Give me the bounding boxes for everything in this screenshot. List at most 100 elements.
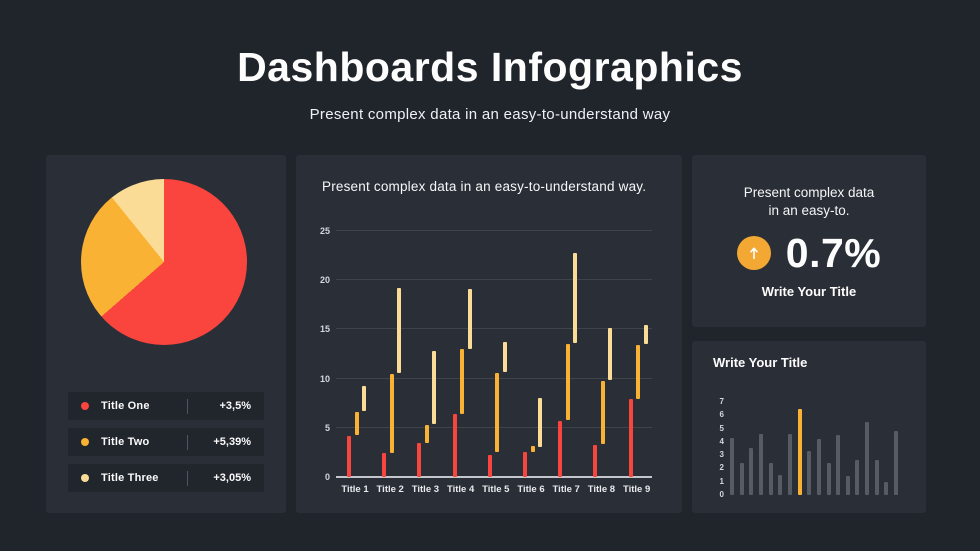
mini-y-tick-label: 4 (719, 436, 724, 446)
range-bar-amber (354, 412, 359, 435)
mini-bar (894, 431, 899, 495)
range-bar-cream (608, 328, 613, 380)
range-bar-cream (573, 252, 578, 344)
mini-y-tick-label: 3 (719, 450, 724, 460)
legend-divider (187, 434, 188, 450)
mini-bar (855, 460, 860, 495)
kpi-description: Present complex data in an easy-to. (692, 184, 926, 220)
mini-bar (730, 437, 734, 495)
mini-chart-title: Write Your Title (713, 355, 808, 370)
range-bar-red (487, 455, 492, 477)
legend-label: Title Three (101, 472, 159, 484)
range-bar-red (417, 442, 422, 477)
arrow-up-badge (736, 236, 771, 270)
mini-bar (816, 439, 821, 495)
y-tick-label: 5 (324, 422, 330, 433)
x-tick-label: Title 2 (376, 484, 404, 495)
slide-header: Dashboards Infographics Present complex … (0, 44, 980, 123)
mini-bar (836, 435, 841, 495)
range-bar-red (382, 453, 387, 477)
x-tick-label: Title 7 (552, 484, 580, 495)
mini-bar (778, 475, 783, 495)
gridline (336, 377, 652, 379)
range-chart-panel: Present complex data in an easy-to-under… (296, 155, 682, 513)
gridline (336, 426, 652, 428)
kpi-label: Write Your Title (761, 284, 857, 299)
x-tick-label: Title 9 (622, 484, 651, 495)
mini-y-tick-label: 6 (719, 410, 724, 420)
gridline (336, 328, 652, 330)
page-subtitle: Present complex data in an easy-to-under… (309, 106, 671, 123)
mini-bar-highlighted (797, 408, 802, 495)
legend-label: Title Two (101, 436, 150, 448)
pie-chart (81, 179, 247, 345)
mini-bar (865, 421, 870, 495)
range-bar-amber (565, 344, 570, 420)
range-bar-cream (432, 351, 437, 424)
y-tick-label: 10 (319, 373, 330, 384)
mini-bar (807, 451, 812, 495)
range-bar-red (452, 414, 457, 477)
range-bar-red (628, 399, 633, 477)
kpi-description-line1: Present complex data (743, 185, 875, 200)
x-axis-line (336, 476, 652, 478)
mini-y-tick-label: 7 (719, 396, 724, 406)
mini-bar (768, 463, 773, 495)
kpi-value: 0.7% (785, 229, 882, 276)
pie-panel: Title One +3,5% Title Two +5,39% Title T… (46, 155, 286, 513)
x-tick-label: Title 5 (482, 484, 510, 495)
range-bar-red (593, 444, 598, 477)
floating-bar-plot: Title 1 Title 2 Title 3 Title 4 Title 5 Title… (336, 230, 652, 495)
range-bar-amber (495, 372, 500, 453)
mini-bar (845, 476, 850, 495)
x-tick-label: Title 1 (341, 484, 369, 495)
legend-value: +5,39% (213, 436, 251, 448)
range-bar-amber (636, 345, 641, 400)
range-bar-amber (460, 349, 465, 415)
x-tick-label: Title 3 (411, 484, 440, 495)
range-bar-cream (538, 398, 542, 447)
legend-row: Title Two +5,39% (68, 428, 264, 456)
mini-bar (749, 448, 754, 495)
legend-value: +3,05% (213, 472, 251, 484)
mini-bar (826, 463, 831, 495)
mini-y-tick-label: 0 (719, 490, 724, 499)
legend-row: Title One +3,5% (68, 392, 264, 420)
mini-chart-panel: Write Your Title 0 1 2 3 4 5 6 7 (692, 341, 926, 513)
y-tick-label: 25 (319, 226, 330, 236)
x-tick-label: Title 8 (587, 484, 616, 495)
page-title: Dashboards Infographics (237, 44, 743, 90)
range-bar-cream (502, 342, 507, 372)
mini-bar-plot (730, 395, 906, 495)
range-bar-red (523, 452, 527, 477)
x-tick-label: Title 4 (446, 484, 475, 495)
x-tick-label: Title 6 (517, 484, 545, 495)
legend-dot-icon (81, 402, 89, 410)
mini-bar (787, 433, 792, 495)
legend-divider (187, 398, 188, 414)
range-bar-cream (643, 324, 648, 345)
range-bar-cream (397, 288, 402, 373)
mini-bar (874, 460, 879, 495)
range-bar-red (558, 420, 563, 477)
mini-bar (884, 481, 889, 495)
legend-row: Title Three +3,05% (68, 464, 264, 492)
chart-title: Present complex data in an easy-to-under… (322, 179, 647, 194)
y-tick-label: 15 (319, 324, 330, 335)
range-bar-amber (530, 445, 535, 453)
legend-value: +3,5% (219, 400, 252, 412)
gridline (336, 279, 652, 281)
y-tick-label: 0 (324, 472, 330, 482)
gridline (336, 230, 652, 231)
mini-y-tick-label: 1 (719, 476, 724, 486)
legend-label: Title One (101, 400, 150, 412)
legend-divider (187, 470, 188, 486)
mini-y-tick-label: 5 (719, 423, 724, 433)
y-axis-labels: 0 5 10 15 20 25 (296, 226, 330, 482)
range-bar-cream (467, 289, 472, 350)
mini-y-tick-label: 2 (719, 463, 724, 473)
mini-bar (758, 433, 763, 495)
legend-dot-icon (81, 474, 89, 482)
pie-legend: Title One +3,5% Title Two +5,39% Title T… (68, 392, 264, 500)
range-bar-red (347, 435, 351, 477)
